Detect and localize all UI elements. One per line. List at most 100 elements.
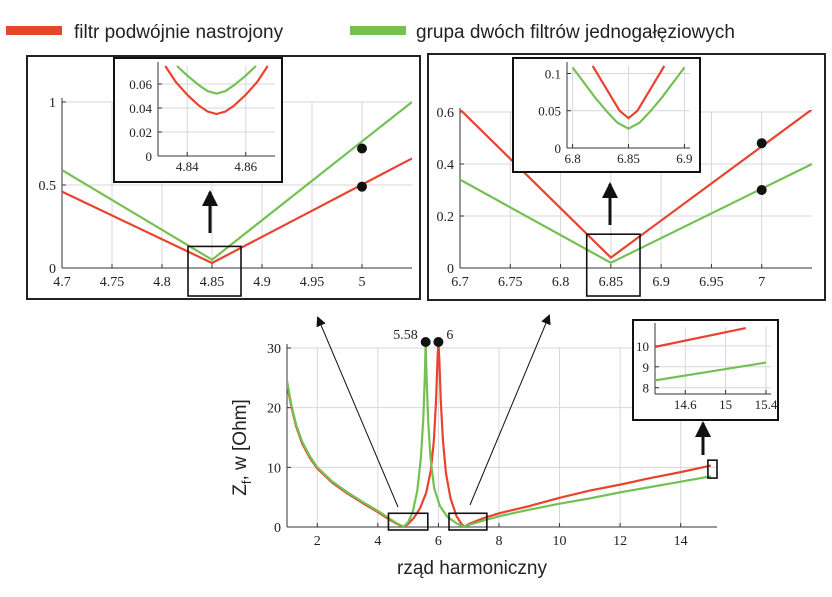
zoom-left-series-red-line	[62, 157, 412, 265]
main-peak-marker	[420, 337, 431, 347]
arrow-to-zoom-left	[316, 316, 399, 508]
inset-left-ytick-label: 0.04	[129, 101, 152, 116]
inset-high-xtick-label: 15.4	[755, 397, 778, 412]
inset-right-ytick-label: 0.1	[545, 66, 561, 81]
main-zoom-window	[387, 512, 429, 531]
inset-high-series-group	[655, 326, 767, 382]
zoom-left-frame	[26, 55, 421, 300]
inset-right-series-red-line	[591, 65, 666, 120]
inset-left-series-green-line	[176, 65, 257, 95]
inset-left-xtick-label: 4.84	[176, 159, 199, 174]
main-xtick-label: 14	[674, 534, 688, 549]
main-xtick-label: 4	[374, 534, 381, 549]
zoom-right-xtick-label: 6.75	[498, 275, 523, 290]
inset-right-xtick-label: 6.9	[676, 151, 692, 166]
zoom-right-series-green-line	[460, 163, 812, 264]
main-xtick-label: 6	[435, 534, 442, 549]
inset-right-chart: 6.8 6.85 6.9 0 0.05 0.1	[512, 57, 701, 173]
zoom-left-marker-red	[357, 181, 367, 192]
zoom-left-ytick-label: 1	[49, 96, 56, 111]
inset-right-series-green-line	[571, 66, 686, 130]
zoom-left-xtick-label: 4.8	[153, 275, 171, 290]
zoom-left-xtick-label: 4.9	[253, 275, 271, 290]
main-xtick-label: 8	[495, 534, 502, 549]
inset-high-chart: 14.6 15 15.4 8 9 10	[632, 319, 779, 421]
zoom-right-xtick-label: 7	[758, 275, 765, 290]
zoom-right-ytick-label: 0	[447, 262, 454, 277]
zoom-right-frame	[427, 53, 826, 301]
inset-right-ytick-label: 0	[555, 141, 562, 156]
main-series-green-line	[287, 346, 712, 527]
zoom-left-marker-green	[357, 143, 367, 154]
arrow-to-zoom-right	[469, 314, 551, 506]
inset-left-ytick-label: 0.02	[129, 125, 152, 140]
legend-swatch-red	[6, 26, 62, 35]
zoom-left-highlight-box	[187, 245, 242, 297]
main-ytick-label: 10	[267, 461, 281, 476]
main-peak-label: 6	[446, 328, 453, 343]
main-peak-marker	[433, 337, 444, 347]
zoom-right-xtick-label: 6.7	[451, 275, 469, 290]
inset-left-series-group	[164, 65, 269, 116]
zoom-left-xtick-label: 5	[359, 275, 366, 290]
zoom-right-series-group	[460, 110, 812, 264]
inset-left-xtick-label: 4.86	[234, 159, 257, 174]
main-y-axis-title-main: Z	[230, 484, 251, 496]
inset-left-ytick-label: 0.06	[129, 77, 152, 92]
main-ytick-label: 30	[267, 342, 281, 357]
legend-swatch-green	[350, 26, 406, 35]
inset-high-series-green-line	[655, 361, 767, 382]
zoom-left-series-green-line	[62, 101, 412, 261]
zoom-left-xtick-label: 4.85	[200, 275, 225, 290]
inset-high-ytick-label: 8	[643, 381, 650, 396]
zoom-right-highlight-box	[585, 233, 641, 297]
inset-high-xtick-label: 15	[719, 397, 732, 412]
inset-high-xtick-label: 14.6	[674, 397, 697, 412]
zoom-left-series-group	[62, 101, 412, 265]
zoom-right-xtick-label: 6.85	[599, 275, 624, 290]
zoom-left-ytick-label: 0	[49, 262, 56, 277]
main-zoom-window	[448, 512, 488, 531]
inset-right-ytick-label: 0.05	[538, 104, 561, 119]
zoom-right-ytick-label: 0.2	[437, 210, 455, 225]
main-peak-label: 5.58	[393, 328, 418, 343]
zoom-right-xtick-label: 6.9	[652, 275, 670, 290]
inset-right-series-group	[571, 65, 686, 130]
zoom-left-xtick-label: 4.95	[300, 275, 325, 290]
main-chart: 2 4 6 8 10 12 14 0 10 20 30 rząd harmoniczny Zf, w […	[230, 328, 718, 579]
inset-left-series-red-line	[164, 65, 269, 116]
zoom-right-series-red-line	[460, 110, 812, 259]
zoom-left-ytick-label: 0.5	[39, 179, 57, 194]
zoom-left-xtick-label: 4.75	[100, 275, 125, 290]
main-y-axis-title: Zf, w [Ohm]	[230, 399, 254, 496]
main-series-group	[287, 346, 712, 527]
main-y-axis-title-rest: , w [Ohm]	[230, 399, 251, 480]
main-zoom-window	[707, 459, 718, 479]
zoom-right-xtick-label: 6.95	[699, 275, 724, 290]
legend: filtr podwójnie nastrojony grupa dwóch f…	[6, 22, 735, 43]
inset-right-frame	[512, 57, 701, 173]
main-x-axis-title: rząd harmoniczny	[397, 558, 547, 579]
zoom-left-chart: 4.7 4.75 4.8 4.85 4.9 4.95 5 0 0.5 1	[39, 96, 412, 297]
zoom-right-ytick-label: 0.6	[437, 106, 455, 121]
main-ytick-label: 0	[274, 521, 281, 536]
inset-left-chart: 4.84 4.86 0 0.02 0.04 0.06	[113, 57, 283, 183]
main-y-axis-title-sub: f	[239, 480, 254, 484]
inset-right-xtick-label: 6.85	[617, 151, 640, 166]
inset-high-ytick-label: 9	[643, 360, 650, 375]
zoom-right-chart: 6.7 6.75 6.8 6.85 6.9 6.95 7 0 0.2 0.4 0.6	[437, 106, 812, 297]
inset-left-ytick-label: 0	[146, 149, 153, 164]
inset-right-xtick-label: 6.8	[564, 151, 580, 166]
zoom-right-marker-red	[756, 138, 767, 149]
zoom-right-marker-green	[756, 185, 767, 195]
zoom-left-xtick-label: 4.7	[53, 275, 71, 290]
legend-label-red: filtr podwójnie nastrojony	[74, 22, 284, 43]
main-xtick-label: 12	[613, 534, 627, 549]
main-xtick-label: 10	[553, 534, 567, 549]
main-xtick-label: 2	[314, 534, 321, 549]
main-ytick-label: 20	[267, 402, 281, 417]
inset-high-series-red-line	[655, 326, 747, 348]
inset-high-ytick-label: 10	[636, 339, 649, 354]
zoom-right-ytick-label: 0.4	[437, 158, 455, 173]
